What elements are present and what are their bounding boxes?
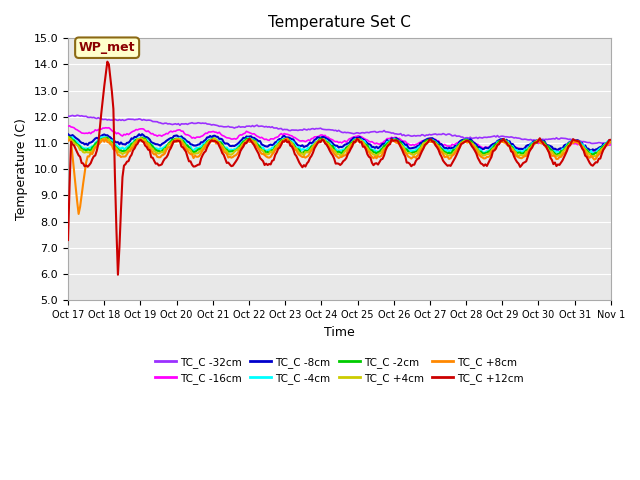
Line: TC_C +4cm: TC_C +4cm bbox=[68, 137, 611, 156]
Line: TC_C +8cm: TC_C +8cm bbox=[68, 139, 611, 214]
Line: TC_C -4cm: TC_C -4cm bbox=[68, 137, 611, 154]
TC_C -4cm bbox=[303, 146, 311, 152]
TC_C -8cm bbox=[577, 140, 584, 145]
TC_C -4cm bbox=[255, 142, 262, 148]
TC_C -32cm bbox=[303, 127, 311, 133]
TC_C +12cm bbox=[580, 148, 588, 154]
TC_C -2cm bbox=[66, 134, 74, 140]
TC_C +12cm bbox=[114, 272, 122, 277]
TC_C +8cm bbox=[75, 211, 83, 217]
TC_C +12cm bbox=[247, 138, 255, 144]
TC_C +8cm bbox=[255, 145, 262, 151]
TC_C +4cm bbox=[226, 152, 234, 157]
TC_C -32cm bbox=[255, 123, 262, 129]
TC_C -32cm bbox=[132, 117, 140, 122]
TC_C +8cm bbox=[305, 153, 312, 158]
TC_C -8cm bbox=[131, 134, 138, 140]
TC_C -2cm bbox=[255, 143, 262, 148]
TC_C +8cm bbox=[64, 138, 72, 144]
TC_C -2cm bbox=[552, 152, 560, 158]
TC_C -16cm bbox=[66, 123, 74, 129]
TC_C +4cm bbox=[253, 143, 261, 148]
TC_C -16cm bbox=[303, 138, 311, 144]
TC_C -4cm bbox=[227, 147, 235, 153]
TC_C -16cm bbox=[64, 123, 72, 129]
TC_C -16cm bbox=[579, 144, 586, 149]
TC_C -32cm bbox=[64, 113, 72, 119]
TC_C +4cm bbox=[588, 154, 595, 159]
TC_C -4cm bbox=[607, 138, 614, 144]
TC_C +4cm bbox=[577, 143, 584, 148]
Line: TC_C -2cm: TC_C -2cm bbox=[68, 137, 611, 155]
TC_C +12cm bbox=[256, 155, 264, 161]
Text: WP_met: WP_met bbox=[79, 41, 136, 54]
TC_C +12cm bbox=[134, 141, 141, 146]
TC_C -8cm bbox=[301, 144, 309, 149]
TC_C -8cm bbox=[607, 137, 614, 143]
TC_C -4cm bbox=[480, 151, 488, 156]
TC_C -16cm bbox=[227, 136, 235, 142]
TC_C +12cm bbox=[64, 237, 72, 243]
TC_C +8cm bbox=[227, 155, 235, 160]
TC_C -16cm bbox=[132, 127, 140, 132]
TC_C -4cm bbox=[100, 134, 108, 140]
TC_C -2cm bbox=[227, 148, 235, 154]
X-axis label: Time: Time bbox=[324, 325, 355, 338]
TC_C -2cm bbox=[132, 137, 140, 143]
Line: TC_C -8cm: TC_C -8cm bbox=[68, 134, 611, 151]
TC_C -16cm bbox=[607, 142, 614, 148]
TC_C -2cm bbox=[303, 148, 311, 154]
TC_C -32cm bbox=[579, 139, 586, 144]
TC_C -8cm bbox=[253, 137, 261, 143]
TC_C -2cm bbox=[246, 136, 253, 142]
TC_C -2cm bbox=[580, 144, 588, 150]
TC_C +8cm bbox=[284, 136, 291, 142]
TC_C -2cm bbox=[607, 138, 614, 144]
TC_C -8cm bbox=[588, 148, 595, 154]
TC_C -4cm bbox=[64, 134, 72, 140]
TC_C -8cm bbox=[64, 131, 72, 137]
TC_C -16cm bbox=[246, 130, 253, 135]
TC_C +12cm bbox=[229, 163, 237, 168]
Y-axis label: Temperature (C): Temperature (C) bbox=[15, 118, 28, 220]
TC_C -4cm bbox=[246, 135, 253, 141]
TC_C +4cm bbox=[244, 137, 252, 143]
TC_C +4cm bbox=[607, 138, 614, 144]
TC_C +4cm bbox=[131, 140, 138, 145]
TC_C +12cm bbox=[305, 159, 312, 165]
TC_C +4cm bbox=[64, 134, 72, 140]
TC_C -32cm bbox=[246, 123, 253, 129]
TC_C +4cm bbox=[301, 149, 309, 155]
Legend: TC_C -32cm, TC_C -16cm, TC_C -8cm, TC_C -4cm, TC_C -2cm, TC_C +4cm, TC_C +8cm, T: TC_C -32cm, TC_C -16cm, TC_C -8cm, TC_C … bbox=[151, 353, 528, 388]
TC_C -32cm bbox=[589, 141, 596, 146]
TC_C -4cm bbox=[132, 137, 140, 143]
TC_C -16cm bbox=[255, 134, 262, 140]
TC_C -4cm bbox=[580, 143, 588, 148]
TC_C -8cm bbox=[244, 134, 252, 140]
Line: TC_C -16cm: TC_C -16cm bbox=[68, 126, 611, 152]
Title: Temperature Set C: Temperature Set C bbox=[268, 15, 411, 30]
TC_C +12cm bbox=[607, 137, 614, 143]
TC_C +8cm bbox=[607, 140, 614, 145]
TC_C +12cm bbox=[104, 59, 111, 64]
TC_C +8cm bbox=[246, 139, 253, 145]
Line: TC_C -32cm: TC_C -32cm bbox=[68, 115, 611, 144]
TC_C -32cm bbox=[73, 112, 81, 118]
TC_C -32cm bbox=[607, 140, 614, 146]
TC_C +8cm bbox=[132, 140, 140, 145]
TC_C -32cm bbox=[227, 124, 235, 130]
TC_C -8cm bbox=[226, 143, 234, 149]
TC_C -16cm bbox=[591, 149, 598, 155]
TC_C +8cm bbox=[580, 146, 588, 152]
Line: TC_C +12cm: TC_C +12cm bbox=[68, 61, 611, 275]
TC_C -2cm bbox=[64, 134, 72, 140]
